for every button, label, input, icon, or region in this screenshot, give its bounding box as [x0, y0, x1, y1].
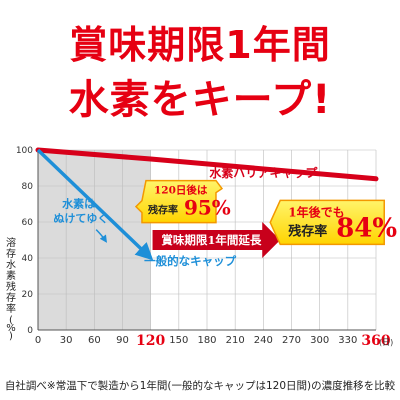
callout-360-value: 84% [336, 213, 397, 243]
y-tick-label: 40 [22, 254, 34, 264]
callout-120-pre: 120日後は [154, 184, 208, 197]
callout-360-label: 残存率 [288, 223, 327, 239]
x-tick-label: 360 [361, 333, 390, 349]
x-tick-label: 120 [136, 333, 165, 349]
x-tick-label: 60 [88, 335, 101, 346]
x-tick-label: 0 [35, 335, 41, 346]
y-axis-label-char: ( [9, 315, 13, 326]
x-tick-label: 210 [226, 335, 245, 346]
series-label-barrier-cap: 水素バリアキャップ [209, 165, 318, 180]
y-axis-label-char: 水 [6, 259, 16, 271]
headline-line-2: 水素をキープ! [68, 77, 332, 123]
y-axis-label-char: 存 [6, 291, 16, 304]
x-tick-label: 330 [338, 335, 357, 346]
y-axis-label-char: 存 [6, 247, 16, 260]
y-tick-label: 80 [22, 182, 34, 192]
x-tick-label: 150 [169, 335, 188, 346]
y-axis-label-char: % [6, 323, 16, 334]
x-tick-label: 240 [254, 335, 273, 346]
escape-note-line-1: 水素は [62, 197, 95, 211]
y-tick-label: 0 [27, 326, 33, 336]
hydrogen-retention-chart: 0 30 60 90 120 150 180 210 240 270 300 330 360 (日) 0 20… [0, 130, 400, 380]
series-label-normal-cap: 一般的なキャップ [144, 254, 236, 268]
callout-120-label: 残存率 [148, 204, 178, 217]
y-tick-label: 100 [16, 146, 33, 156]
chart-svg: 0 30 60 90 120 150 180 210 240 270 300 330 360(日) 0 20… [6, 146, 397, 349]
y-tick-label: 20 [22, 290, 34, 300]
headline-line-1: 賞味期限1年間 [69, 23, 331, 67]
callout-120-value: 95% [184, 196, 231, 220]
series-line-normal-cap [36, 148, 154, 261]
escape-note-line-2: ぬけてゆく [53, 212, 108, 225]
callout-120-days [134, 179, 224, 224]
y-axis-label-char: 残 [6, 280, 16, 293]
x-tick-label: 270 [282, 335, 301, 346]
footnote: 自社調べ※常温下で製造から1年間(一般的なキャップは120日間)の濃度推移を比較 [4, 380, 396, 392]
y-tick-label: 60 [22, 218, 34, 228]
x-unit-label: (日) [379, 338, 393, 347]
callout-1-year [269, 199, 385, 246]
x-tick-label: 180 [197, 335, 216, 346]
x-tick-label: 300 [310, 335, 329, 346]
y-axis-label-char: ) [9, 331, 13, 342]
x-tick-label: 30 [60, 335, 73, 346]
escape-note-arrow [95, 229, 107, 243]
extension-arrow-label: 賞味期限1年間延長 [161, 233, 262, 247]
y-axis-label-char: 溶 [6, 236, 16, 249]
series-line-barrier-cap [35, 147, 379, 182]
x-tick-label: 90 [116, 335, 129, 346]
extension-arrow [152, 222, 281, 258]
y-axis-label-char: 率 [6, 302, 16, 315]
callout-360-pre: 1年後でも [288, 204, 344, 219]
y-axis-label-char: 素 [6, 269, 16, 282]
